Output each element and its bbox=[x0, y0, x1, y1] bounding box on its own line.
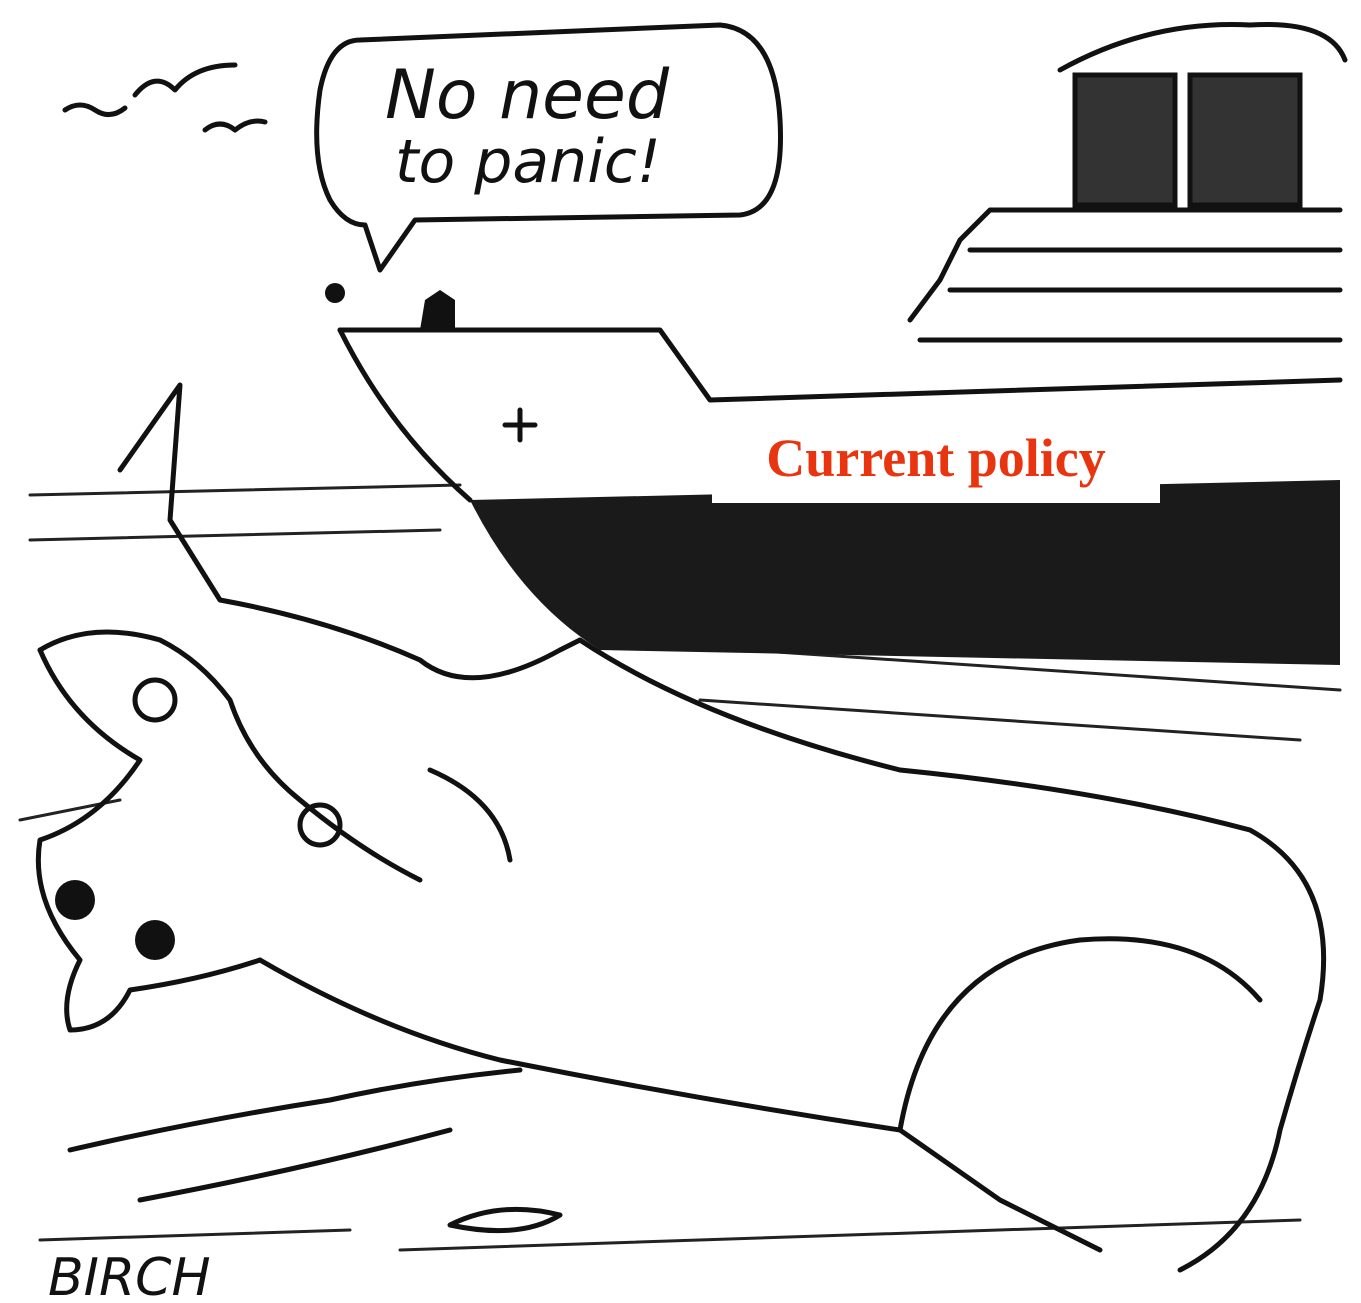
page: {"speech_bubble": {"lines": ["No need", … bbox=[0, 0, 1361, 1303]
signature: BIRCH bbox=[48, 1248, 211, 1303]
speech-line: No need bbox=[385, 56, 670, 135]
label: Current policy bbox=[766, 428, 1105, 488]
speech-bubble: No need to panic! bbox=[317, 25, 781, 270]
cartoon: No need to panic! bbox=[0, 0, 1361, 1303]
speech-line: to panic! bbox=[395, 127, 661, 197]
birds bbox=[65, 65, 265, 130]
